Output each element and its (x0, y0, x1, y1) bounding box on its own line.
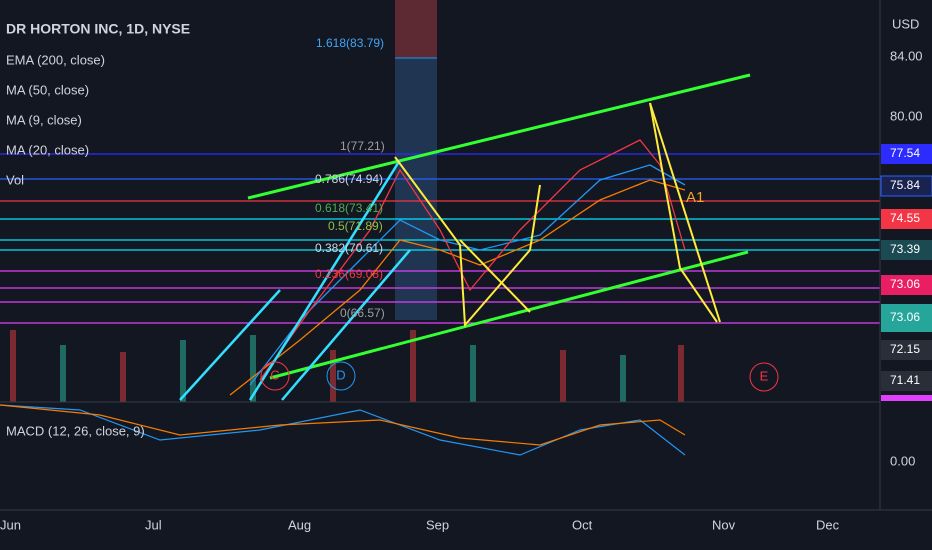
trend-yellow (649, 102, 718, 323)
price-tag: 73.06 (890, 277, 920, 291)
trend-cyan (281, 249, 411, 401)
fib-label: 0(66.57) (340, 306, 385, 320)
fib-zone-blue (395, 58, 437, 320)
fib-label: 0.5(71.89) (328, 219, 383, 233)
time-label: Jul (145, 517, 162, 532)
time-label: Oct (572, 517, 593, 532)
price-tag-bg (881, 371, 932, 391)
price-axis-label: 84.00 (890, 48, 923, 63)
symbol-title: DR HORTON INC, 1D, NYSE (6, 21, 190, 37)
volume-bar (678, 345, 684, 402)
trend-yellow (459, 239, 531, 313)
macd-label: MACD (12, 26, close, 9) (6, 423, 145, 438)
volume-bar (60, 345, 66, 402)
volume-bar (250, 335, 256, 402)
trend-yellow (649, 102, 721, 323)
price-tag: 73.06 (890, 310, 920, 324)
channel-top (247, 73, 751, 200)
fib-zone-red (395, 0, 437, 58)
indicator-label: MA (20, close) (6, 142, 89, 157)
volume (10, 330, 684, 402)
trend-cyan (179, 289, 281, 401)
indicator-label: MA (50, close) (6, 82, 89, 97)
channel-bottom (269, 250, 749, 380)
price-tag: 77.54 (890, 146, 920, 160)
indicator-label: EMA (200, close) (6, 52, 105, 67)
volume-bar (560, 350, 566, 402)
volume-bar (120, 352, 126, 402)
price-tag-bg (881, 209, 932, 229)
price-tag: 72.15 (890, 342, 920, 356)
price-tag-bg (881, 304, 932, 332)
trend-cyan (248, 159, 402, 401)
event-label: D (336, 367, 345, 382)
price-tag: 75.84 (890, 178, 920, 192)
volume-bar (10, 330, 16, 402)
wave-label: A1 (686, 189, 704, 206)
ma-line (259, 139, 686, 381)
indicator-label: MA (9, close) (6, 112, 82, 127)
price-tag: 71.41 (890, 373, 920, 387)
event-label: C (270, 367, 279, 382)
price-tag-bg (881, 340, 932, 360)
price-axis-label: 80.00 (890, 108, 923, 123)
time-label: Nov (712, 517, 736, 532)
macd-zero: 0.00 (890, 453, 915, 468)
currency: USD (892, 16, 919, 31)
price-tag: 73.39 (890, 242, 920, 256)
volume-bar (330, 350, 336, 402)
fib-label: 1.618(83.79) (316, 36, 384, 50)
price-tag-bg (881, 240, 932, 260)
volume-bar (620, 355, 626, 402)
fib-label: 1(77.21) (340, 139, 385, 153)
fib-label: 0.382(70.61) (315, 241, 383, 255)
price-tag: 74.55 (890, 211, 920, 225)
volume-bar (470, 345, 476, 402)
fib-label: 0.236(69.08) (315, 267, 383, 281)
price-tag-bg (881, 275, 932, 295)
event-marker (749, 362, 779, 392)
time-label: Dec (816, 517, 840, 532)
fib-label: 0.786(74.94) (315, 172, 383, 186)
volume-bar (180, 340, 186, 402)
event-label: E (760, 368, 769, 383)
event-marker (326, 361, 356, 391)
price-tag-bg (880, 175, 932, 197)
fib-label: 0.618(73.41) (315, 201, 383, 215)
time-label: Aug (288, 517, 311, 532)
volume-bar (410, 330, 416, 402)
time-label: Jun (0, 517, 21, 532)
price-tag-bg (881, 395, 932, 401)
event-marker (260, 361, 290, 391)
price-tag-bg (881, 144, 932, 164)
signal-line (0, 404, 686, 446)
indicator-label: Vol (6, 172, 24, 187)
trend-yellow (394, 156, 541, 328)
time-label: Sep (426, 517, 449, 532)
